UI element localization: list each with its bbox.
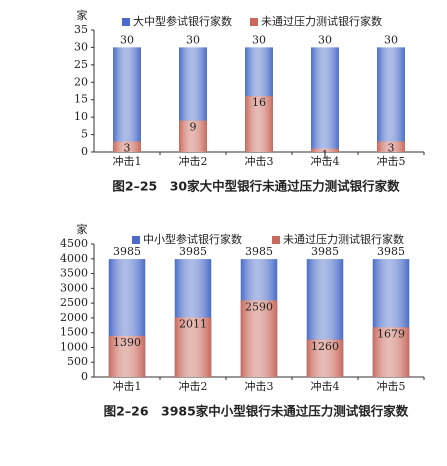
value-label: 2590 bbox=[245, 300, 273, 313]
bar-highlight bbox=[377, 47, 405, 152]
y-tick-label: 2000 bbox=[60, 311, 88, 324]
legend-swatch bbox=[122, 18, 130, 26]
x-tick-label: 冲击4 bbox=[311, 154, 340, 168]
value-label: 30 bbox=[252, 33, 266, 46]
value-label: 30 bbox=[318, 33, 332, 46]
legend-swatch bbox=[250, 18, 258, 26]
legend-label: 中小型参试银行家数 bbox=[143, 232, 242, 246]
value-label: 2011 bbox=[179, 318, 207, 331]
bar-highlight bbox=[240, 300, 278, 377]
legend-label: 大中型参试银行家数 bbox=[133, 14, 232, 28]
y-tick-label: 0 bbox=[81, 145, 88, 158]
y-tick-label: 10 bbox=[74, 110, 88, 123]
x-tick-label: 冲击2 bbox=[179, 154, 208, 168]
legend-swatch bbox=[272, 236, 280, 244]
bar-highlight bbox=[113, 141, 141, 152]
value-label: 3985 bbox=[377, 245, 405, 258]
value-label: 30 bbox=[120, 33, 134, 46]
bar-highlight bbox=[245, 96, 273, 152]
y-tick-label: 1500 bbox=[60, 326, 88, 339]
value-label: 3985 bbox=[113, 245, 141, 258]
value-label: 3 bbox=[124, 142, 131, 155]
y-tick-label: 3000 bbox=[60, 281, 88, 294]
legend-swatch bbox=[132, 236, 140, 244]
value-label: 3985 bbox=[245, 245, 273, 258]
value-label: 9 bbox=[190, 121, 197, 134]
y-tick-label: 35 bbox=[74, 23, 88, 36]
y-tick-label: 20 bbox=[74, 75, 88, 88]
x-tick-label: 冲击3 bbox=[245, 379, 274, 393]
bar-highlight bbox=[311, 47, 339, 152]
y-tick-label: 30 bbox=[74, 40, 88, 53]
y-tick-label: 0 bbox=[81, 370, 88, 383]
chart-title: 图2–25 30家大中型银行未通过压力测试银行家数 bbox=[112, 179, 400, 194]
y-axis-label: 家 bbox=[77, 8, 88, 22]
value-label: 16 bbox=[252, 96, 266, 109]
value-label: 30 bbox=[186, 33, 200, 46]
bar-highlight bbox=[372, 327, 410, 377]
value-label: 1390 bbox=[113, 336, 141, 349]
bar-highlight bbox=[311, 148, 339, 152]
value-label: 1679 bbox=[377, 327, 405, 340]
chart-title: 图2–26 3985家中小型银行未通过压力测试银行家数 bbox=[104, 404, 409, 419]
value-label: 3985 bbox=[311, 245, 339, 258]
x-tick-label: 冲击1 bbox=[113, 154, 142, 168]
x-tick-label: 冲击5 bbox=[377, 154, 406, 168]
y-tick-label: 500 bbox=[67, 355, 88, 368]
x-tick-label: 冲击1 bbox=[113, 379, 142, 393]
y-tick-label: 5 bbox=[81, 128, 88, 141]
y-axis-label: 家 bbox=[77, 222, 88, 236]
y-tick-label: 2500 bbox=[60, 296, 88, 309]
bar-highlight bbox=[306, 339, 344, 377]
bar-highlight bbox=[174, 317, 212, 377]
value-label: 1 bbox=[322, 149, 329, 162]
y-tick-label: 4000 bbox=[60, 252, 88, 265]
bar-highlight bbox=[108, 335, 146, 377]
value-label: 1260 bbox=[311, 340, 339, 353]
y-tick-label: 15 bbox=[74, 93, 88, 106]
y-tick-label: 25 bbox=[74, 58, 88, 71]
y-tick-label: 3500 bbox=[60, 267, 88, 280]
bar-highlight bbox=[113, 47, 141, 152]
value-label: 3985 bbox=[179, 245, 207, 258]
x-tick-label: 冲击5 bbox=[377, 379, 406, 393]
x-tick-label: 冲击4 bbox=[311, 379, 340, 393]
y-tick-label: 1000 bbox=[60, 340, 88, 353]
legend-label: 未通过压力测试银行家数 bbox=[283, 232, 404, 246]
bar-highlight bbox=[179, 120, 207, 152]
bar-highlight bbox=[377, 141, 405, 152]
y-tick-label: 4500 bbox=[60, 237, 88, 250]
value-label: 30 bbox=[384, 33, 398, 46]
x-tick-label: 冲击3 bbox=[245, 154, 274, 168]
x-tick-label: 冲击2 bbox=[179, 379, 208, 393]
legend-label: 未通过压力测试银行家数 bbox=[261, 14, 382, 28]
value-label: 3 bbox=[388, 142, 395, 155]
